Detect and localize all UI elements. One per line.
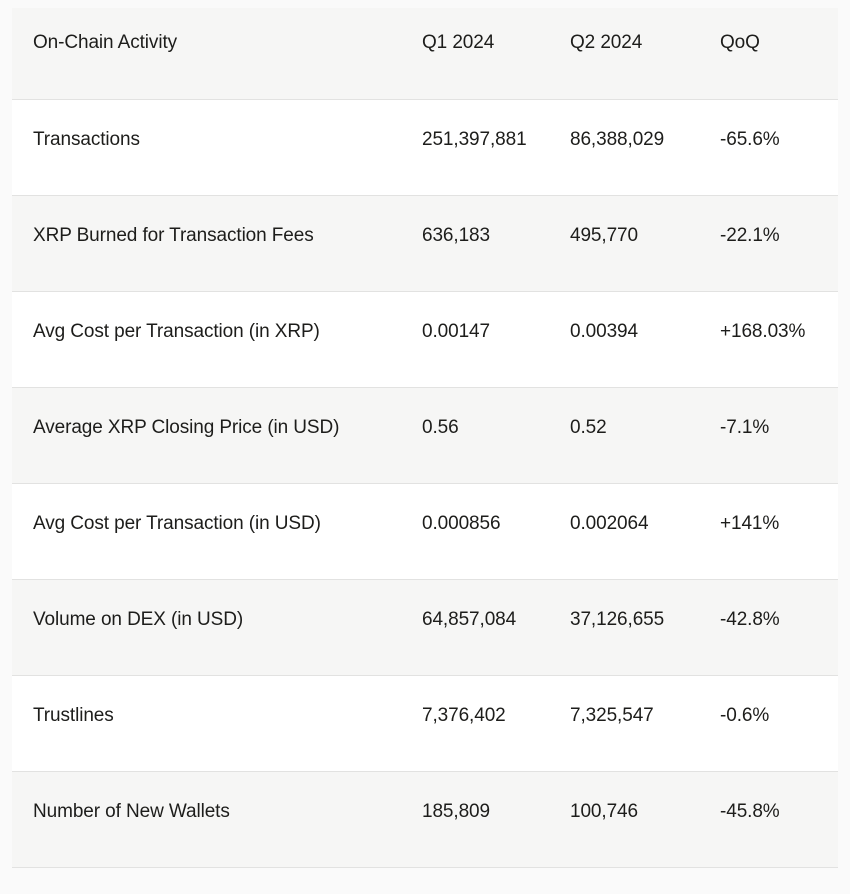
cell-qoq-value: +141% [720, 513, 780, 534]
table-row-avg-cost-xrp: Avg Cost per Transaction (in XRP) 0.0014… [12, 292, 838, 388]
table-row-volume-dex: Volume on DEX (in USD) 64,857,084 37,126… [12, 580, 838, 676]
table-header-row: On-Chain Activity Q1 2024 Q2 2024 QoQ [12, 8, 838, 100]
table-row-trustlines: Trustlines 7,376,402 7,325,547 -0.6% [12, 676, 838, 772]
table-row-new-wallets: Number of New Wallets 185,809 100,746 -4… [12, 772, 838, 868]
cell-q2-value: 0.52 [570, 417, 607, 438]
row-label: Avg Cost per Transaction (in XRP) [33, 321, 320, 342]
cell-q2-value: 495,770 [570, 225, 638, 246]
table-row-xrp-burned: XRP Burned for Transaction Fees 636,183 … [12, 196, 838, 292]
row-label: Avg Cost per Transaction (in USD) [33, 513, 321, 534]
cell-q1-value: 0.000856 [422, 513, 501, 534]
on-chain-activity-table: On-Chain Activity Q1 2024 Q2 2024 QoQ Tr… [12, 8, 838, 868]
cell-q1-value: 636,183 [422, 225, 490, 246]
table-row-avg-closing-price: Average XRP Closing Price (in USD) 0.56 … [12, 388, 838, 484]
cell-q1-value: 185,809 [422, 801, 490, 822]
cell-q2-value: 0.002064 [570, 513, 649, 534]
cell-q2-value: 100,746 [570, 801, 638, 822]
cell-q2-value: 7,325,547 [570, 705, 654, 726]
row-label: Trustlines [33, 705, 114, 726]
row-label: Number of New Wallets [33, 801, 230, 822]
table-row-avg-cost-usd: Avg Cost per Transaction (in USD) 0.0008… [12, 484, 838, 580]
cell-qoq-value: +168.03% [720, 321, 806, 342]
header-cell-q1-2024: Q1 2024 [422, 32, 495, 53]
cell-qoq-value: -65.6% [720, 129, 780, 150]
header-cell-qoq: QoQ [720, 32, 760, 53]
cell-q1-value: 64,857,084 [422, 609, 517, 630]
row-label: Average XRP Closing Price (in USD) [33, 417, 340, 438]
cell-q1-value: 251,397,881 [422, 129, 527, 150]
cell-qoq-value: -45.8% [720, 801, 780, 822]
cell-q1-value: 7,376,402 [422, 705, 506, 726]
table-row-transactions: Transactions 251,397,881 86,388,029 -65.… [12, 100, 838, 196]
header-cell-q2-2024: Q2 2024 [570, 32, 643, 53]
cell-qoq-value: -22.1% [720, 225, 780, 246]
row-label: Transactions [33, 129, 140, 150]
cell-q2-value: 0.00394 [570, 321, 638, 342]
cell-q1-value: 0.56 [422, 417, 459, 438]
row-label: XRP Burned for Transaction Fees [33, 225, 314, 246]
cell-qoq-value: -0.6% [720, 705, 770, 726]
cell-q2-value: 86,388,029 [570, 129, 665, 150]
cell-qoq-value: -7.1% [720, 417, 770, 438]
cell-qoq-value: -42.8% [720, 609, 780, 630]
cell-q2-value: 37,126,655 [570, 609, 665, 630]
cell-q1-value: 0.00147 [422, 321, 490, 342]
row-label: Volume on DEX (in USD) [33, 609, 244, 630]
header-cell-metric: On-Chain Activity [33, 32, 178, 53]
